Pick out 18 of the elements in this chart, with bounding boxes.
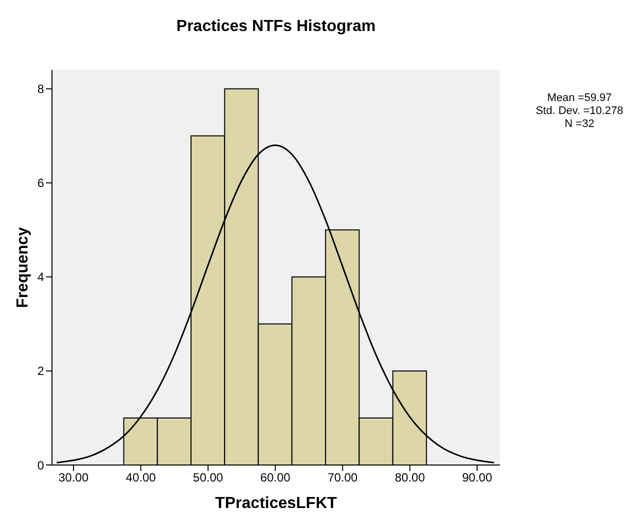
y-tick-label: 0 (37, 458, 44, 472)
y-tick-label: 8 (37, 82, 44, 96)
y-axis-title: Frequency (14, 226, 32, 308)
x-tick-label: 50.00 (193, 470, 224, 485)
y-tick-label: 2 (37, 364, 44, 378)
text: Std. Dev. =10.278 (534, 105, 624, 118)
x-tick-label: 70.00 (328, 470, 358, 485)
x-axis-title: TPracticesLFKT (215, 495, 338, 512)
x-tick-label: 40.00 (126, 470, 156, 485)
x-tick-label: 90.00 (462, 470, 492, 485)
text: N =32 (564, 118, 596, 131)
text: Mean =59.97 (546, 92, 613, 105)
x-tick-label: 80.00 (394, 470, 426, 485)
y-tick-label: 6 (37, 176, 44, 190)
x-tick-label: 60.00 (260, 470, 291, 485)
x-tick-label: 30.00 (58, 470, 89, 485)
y-tick-label: 4 (37, 270, 44, 284)
chart-title: Practices NTFs Histogram (175, 18, 377, 36)
